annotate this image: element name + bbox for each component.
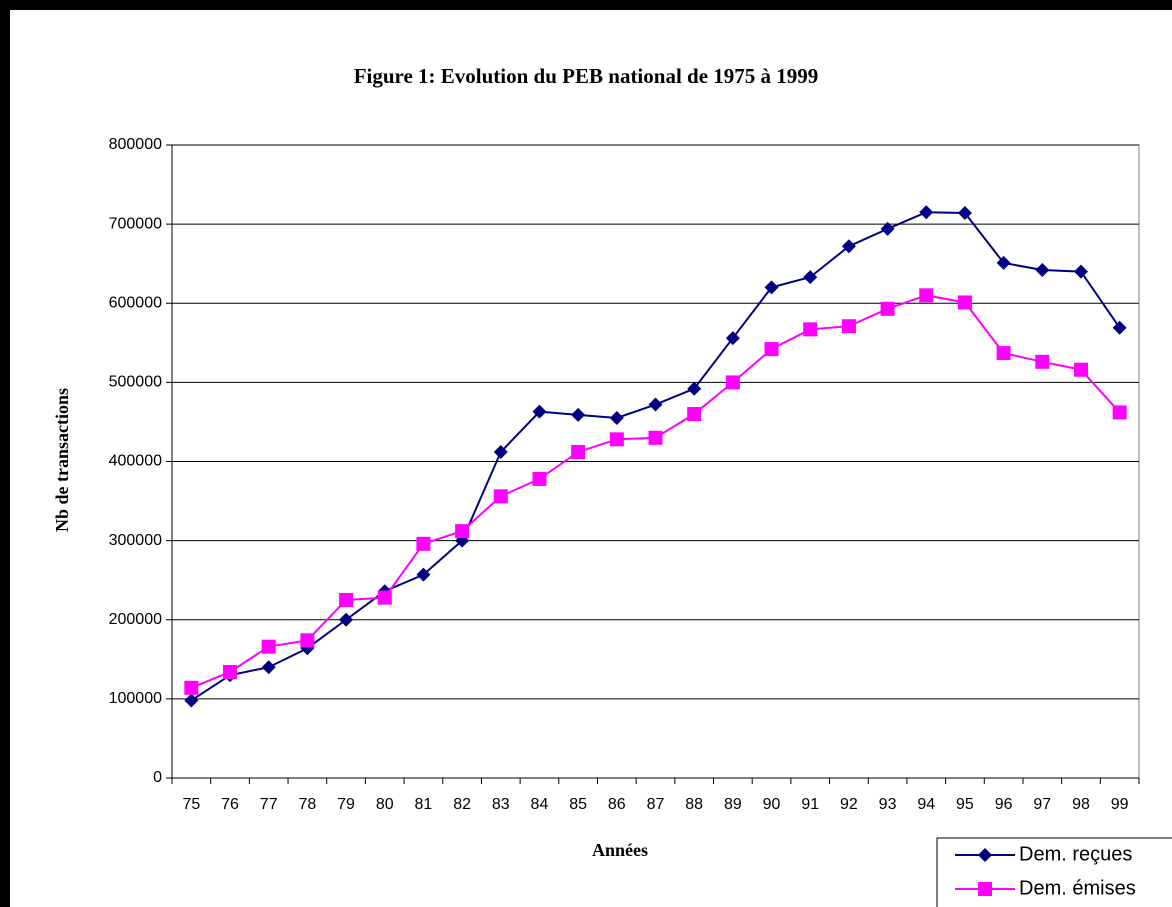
marker (841, 319, 856, 334)
marker (1035, 263, 1050, 278)
marker (978, 848, 992, 862)
x-tick-label: 87 (647, 796, 665, 813)
x-tick-label: 92 (840, 796, 858, 813)
marker (1073, 264, 1088, 279)
marker (493, 489, 508, 504)
x-tick-label: 89 (724, 796, 742, 813)
marker (648, 430, 663, 445)
x-tick-label: 98 (1072, 796, 1090, 813)
marker (957, 206, 972, 221)
marker (455, 524, 470, 539)
marker (532, 404, 547, 419)
y-tick-label: 200000 (109, 611, 162, 628)
x-tick-label: 93 (879, 796, 897, 813)
y-tick-label: 500000 (109, 374, 162, 391)
y-tick-label: 800000 (109, 136, 162, 153)
y-tick-label: 600000 (109, 294, 162, 311)
y-axis-title: Nb de transactions (52, 388, 72, 532)
y-tick-label: 700000 (109, 215, 162, 232)
legend-box (936, 837, 1172, 907)
x-tick-label: 80 (376, 796, 394, 813)
y-tick-label: 400000 (109, 453, 162, 470)
marker (725, 331, 740, 346)
marker (841, 239, 856, 254)
marker (764, 280, 779, 295)
marker (184, 693, 199, 708)
x-tick-label: 90 (763, 796, 781, 813)
marker (803, 270, 818, 285)
marker (261, 639, 276, 654)
marker (532, 471, 547, 486)
marker (687, 381, 702, 396)
marker (184, 680, 199, 695)
marker (957, 295, 972, 310)
x-tick-label: 76 (221, 796, 239, 813)
legend-label: Dem. reçues (1019, 843, 1132, 865)
marker (803, 322, 818, 337)
x-tick-label: 88 (685, 796, 703, 813)
marker (1035, 354, 1050, 369)
marker (223, 664, 238, 679)
x-tick-label: 78 (298, 796, 316, 813)
marker (978, 882, 992, 896)
marker (996, 255, 1011, 270)
legend-label: Dem. émises (1019, 877, 1136, 899)
x-tick-label: 97 (1033, 796, 1051, 813)
marker (725, 375, 740, 390)
marker (1112, 320, 1127, 335)
marker (609, 432, 624, 447)
chart-title: Figure 1: Evolution du PEB national de 1… (354, 64, 819, 88)
x-tick-label: 79 (337, 796, 355, 813)
x-tick-label: 86 (608, 796, 626, 813)
marker (261, 660, 276, 675)
marker (880, 301, 895, 316)
marker (339, 592, 354, 607)
marker (571, 445, 586, 460)
y-tick-label: 100000 (109, 690, 162, 707)
legend: Dem. reçues Dem. émises (936, 837, 1172, 907)
marker (996, 346, 1011, 361)
x-tick-label: 84 (531, 796, 549, 813)
x-tick-label: 82 (453, 796, 471, 813)
marker (493, 445, 508, 460)
x-tick-label: 91 (801, 796, 819, 813)
x-tick-label: 75 (182, 796, 200, 813)
x-tick-label: 81 (415, 796, 433, 813)
x-tick-label: 95 (956, 796, 974, 813)
marker (571, 407, 586, 422)
marker (300, 633, 315, 648)
y-tick-label: 0 (153, 769, 162, 786)
marker (919, 205, 934, 220)
marker (1112, 405, 1127, 420)
marker (880, 221, 895, 236)
x-tick-label: 99 (1111, 796, 1129, 813)
marker (339, 612, 354, 627)
marker (1073, 362, 1088, 377)
marker (416, 567, 431, 582)
marker (609, 410, 624, 425)
marker (764, 342, 779, 357)
marker (648, 397, 663, 412)
x-axis-title: Années (592, 840, 648, 860)
y-tick-label: 300000 (109, 532, 162, 549)
x-tick-label: 77 (260, 796, 278, 813)
x-tick-label: 85 (569, 796, 587, 813)
x-tick-label: 94 (917, 796, 935, 813)
x-tick-label: 83 (492, 796, 510, 813)
x-tick-label: 96 (995, 796, 1013, 813)
marker (377, 590, 392, 605)
marker (416, 536, 431, 551)
marker (687, 407, 702, 422)
marker (919, 288, 934, 303)
